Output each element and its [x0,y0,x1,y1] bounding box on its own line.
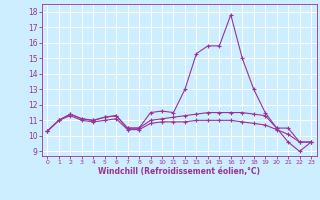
X-axis label: Windchill (Refroidissement éolien,°C): Windchill (Refroidissement éolien,°C) [98,167,260,176]
